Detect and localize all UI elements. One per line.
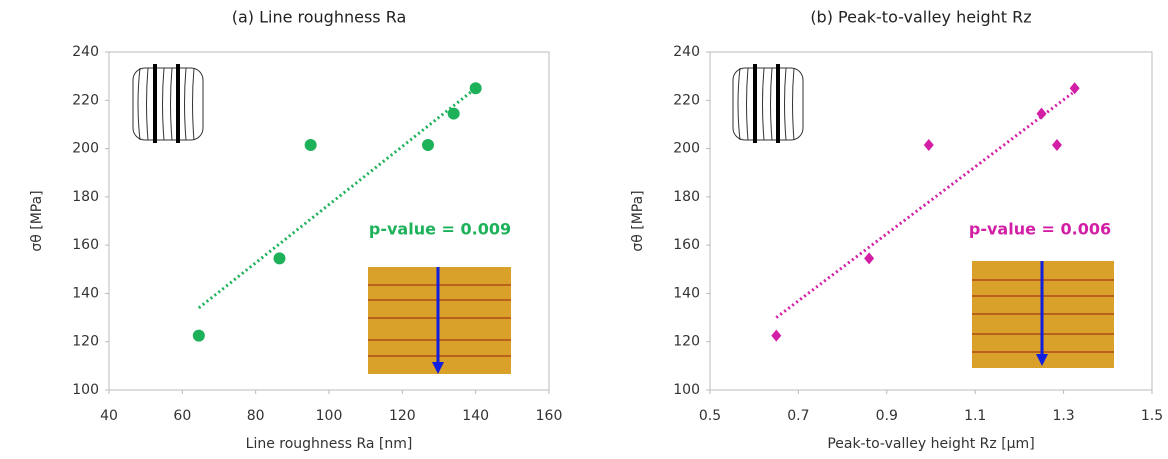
x-tick-label: 1.1	[964, 408, 986, 424]
y-axis-label: σθ [MPa]	[630, 190, 646, 251]
data-point	[771, 329, 782, 342]
x-tick-label: 1.3	[1052, 408, 1074, 424]
y-tick-label: 140	[673, 285, 700, 301]
trend-line	[775, 91, 1074, 319]
y-tick-label: 120	[72, 334, 99, 350]
data-point	[304, 138, 317, 151]
y-tick-label: 160	[673, 237, 700, 253]
trend-line	[197, 87, 477, 310]
y-axis-label: σθ [MPa]	[29, 190, 45, 251]
y-tick-label: 120	[673, 334, 700, 350]
x-tick-label: 160	[536, 408, 563, 424]
x-tick-label: 80	[247, 408, 265, 424]
x-tick-label: 140	[462, 408, 489, 424]
y-tick-label: 100	[673, 382, 700, 398]
data-point	[422, 138, 434, 151]
y-tick-label: 240	[673, 44, 700, 60]
x-tick-label: 0.9	[876, 408, 898, 424]
tire-icon	[132, 64, 804, 143]
x-axis-label: Peak-to-valley height Rz [µm]	[827, 436, 1034, 452]
chart-title: (b) Peak-to-valley height Rz	[810, 8, 1031, 27]
chart-title: (a) Line roughness Ra	[232, 8, 407, 27]
y-tick-label: 200	[72, 141, 99, 157]
annotation: p-value = 0.009	[369, 220, 511, 239]
y-tick-label: 140	[72, 285, 99, 301]
y-tick-label: 180	[673, 189, 700, 205]
surface-image	[368, 261, 1114, 374]
x-tick-label: 100	[316, 408, 343, 424]
x-tick-label: 1.5	[1141, 408, 1163, 424]
data-point	[273, 252, 286, 265]
y-tick-label: 160	[72, 237, 99, 253]
y-tick-label: 220	[72, 92, 99, 108]
data-point	[469, 82, 482, 95]
x-axis-label: Line roughness Ra [nm]	[246, 436, 413, 452]
data-point	[1051, 138, 1062, 151]
plot-frame	[709, 51, 1153, 391]
data-point	[447, 107, 460, 120]
x-tick-label: 60	[173, 408, 191, 424]
y-tick-label: 200	[673, 141, 700, 157]
y-tick-label: 240	[72, 44, 99, 60]
x-tick-label: 0.5	[699, 408, 721, 424]
x-tick-label: 120	[389, 408, 416, 424]
annotation: p-value = 0.006	[969, 220, 1111, 239]
data-point	[864, 252, 875, 265]
y-tick-label: 180	[72, 189, 99, 205]
data-point	[192, 329, 205, 342]
data-point	[923, 138, 934, 151]
y-tick-label: 100	[72, 382, 99, 398]
data-point	[1036, 107, 1047, 120]
x-tick-label: 0.7	[787, 408, 809, 424]
y-tick-label: 220	[673, 92, 700, 108]
data-point	[1069, 82, 1080, 95]
x-tick-label: 40	[100, 408, 118, 424]
